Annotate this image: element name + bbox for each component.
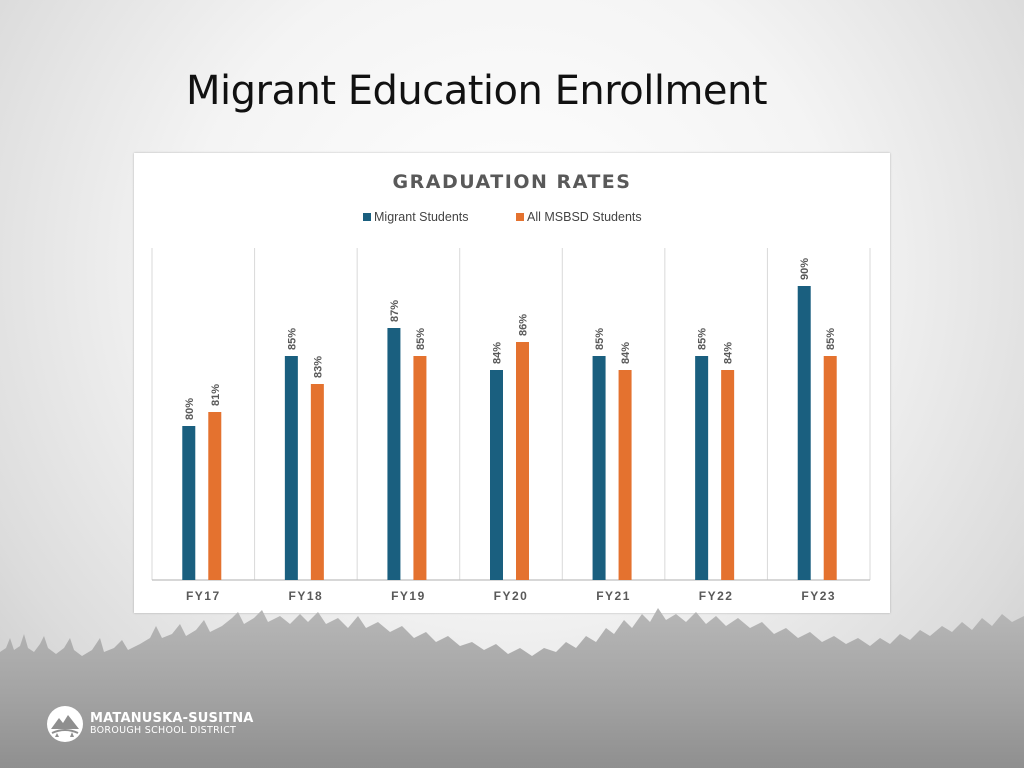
bar [618,370,632,580]
logo-subtitle: BOROUGH SCHOOL DISTRICT [90,724,237,736]
data-label: 90% [799,258,811,280]
legend-label: Migrant Students [374,210,469,224]
legend-label: All MSBSD Students [527,210,642,224]
bar [721,370,735,580]
bar [516,342,529,580]
bar [387,328,401,580]
data-label: 85% [415,328,427,350]
bar [284,356,298,580]
data-label: 81% [210,384,222,406]
bar [182,426,196,580]
data-label: 85% [697,328,709,350]
data-label: 86% [518,314,530,336]
bar [592,356,606,580]
data-label: 84% [620,342,632,364]
x-tick-label: FY22 [699,589,734,603]
logo-name: MATANUSKA-SUSITNA [90,711,254,727]
slide-title: Migrant Education Enrollment [186,68,768,114]
legend-swatch [363,213,371,221]
graduation-rates-chart: GRADUATION RATES Migrant Students All MSBS… [151,171,871,603]
district-logo: MATANUSKA-SUSITNA BOROUGH SCHOOL DISTRIC… [46,704,254,744]
chart-title: GRADUATION RATES [393,171,632,193]
bar [823,356,837,580]
bar [695,356,709,580]
bar [310,384,324,580]
x-tick-label: FY18 [289,589,324,603]
x-tick-label: FY23 [801,589,836,603]
x-tick-label: FY19 [391,589,426,603]
data-label: 87% [389,300,401,322]
bar [208,412,222,580]
bar [797,286,811,580]
data-label: 85% [286,328,298,350]
bar [413,356,427,580]
mountain-emblem-icon [47,706,83,742]
data-label: 84% [492,342,504,364]
legend-swatch [516,213,524,221]
data-label: 84% [723,342,735,364]
data-label: 85% [825,328,837,350]
x-tick-label: FY17 [186,589,221,603]
x-tick-label: FY21 [596,589,631,603]
data-label: 85% [594,328,606,350]
chart-panel: GRADUATION RATES Migrant Students All MSBS… [134,153,890,613]
forest-silhouette [0,608,1024,768]
data-label: 80% [184,398,196,420]
bar [490,370,503,580]
data-label: 83% [312,356,324,378]
x-tick-label: FY20 [494,589,529,603]
